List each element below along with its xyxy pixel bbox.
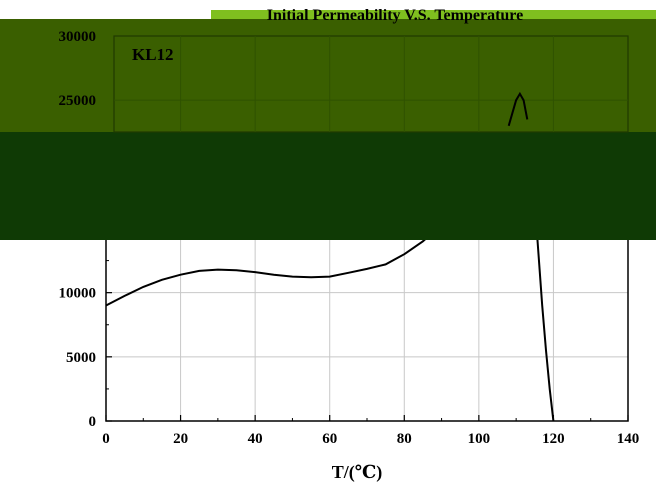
overlay-y-tick-30000: 30000 <box>59 29 97 45</box>
overlay-frame <box>113 35 629 133</box>
overlay-visible-content: 30000 25000 <box>59 29 629 133</box>
y-tick-label-1: 5000 <box>66 350 96 366</box>
overlay-y-tick-25000: 25000 <box>59 93 97 109</box>
x-tick-label-2: 40 <box>248 431 263 447</box>
chart-title: Initial Permeability V.S. Temperature <box>267 7 523 24</box>
overlay-band-dark <box>0 132 656 240</box>
series-label: KL12 <box>132 45 174 64</box>
x-tick-label-1: 20 <box>173 431 188 447</box>
x-tick-label-7: 140 <box>617 431 640 447</box>
y-tick-label-0: 0 <box>89 414 97 430</box>
x-tick-label-4: 80 <box>397 431 412 447</box>
x-tick-label-0: 0 <box>102 431 110 447</box>
x-axis-label: T/(℃) <box>332 462 383 483</box>
overlay-band-light <box>211 10 656 19</box>
overlay-band-olive <box>0 19 656 132</box>
x-tick-label-6: 120 <box>542 431 565 447</box>
x-tick-label-5: 100 <box>468 431 491 447</box>
overlay-series-peak <box>507 91 529 127</box>
x-tick-label-3: 60 <box>322 431 337 447</box>
y-tick-label-2: 10000 <box>59 286 97 302</box>
